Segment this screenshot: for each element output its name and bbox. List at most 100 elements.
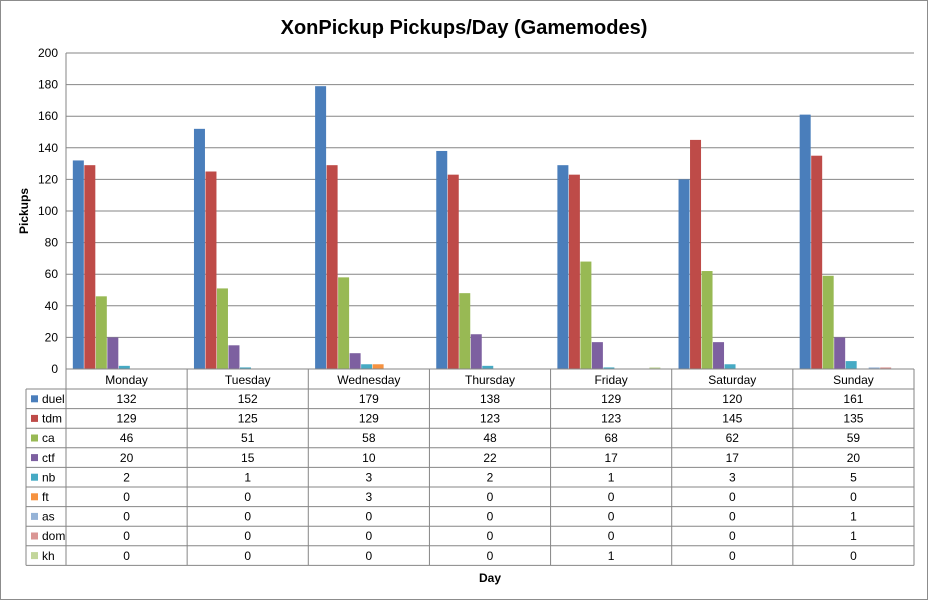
- legend-label-ca: ca: [42, 431, 55, 445]
- bar-tdm-saturday: [690, 139, 702, 369]
- bar-nb-saturday: [724, 364, 736, 369]
- bar-duel-friday: [557, 165, 569, 369]
- data-label: 10: [362, 451, 376, 465]
- x-tick-label: Wednesday: [337, 373, 400, 387]
- data-label: 1: [608, 470, 615, 484]
- bar-duel-sunday: [799, 114, 811, 370]
- data-label: 0: [487, 510, 494, 524]
- data-label: 20: [120, 451, 134, 465]
- legend-label-nb: nb: [42, 470, 56, 484]
- data-label: 0: [608, 490, 615, 504]
- bar-kh-friday: [649, 367, 661, 369]
- y-tick-label: 40: [45, 299, 59, 313]
- data-label: 58: [362, 431, 376, 445]
- y-tick-label: 200: [38, 46, 58, 60]
- bar-nb-tuesday: [239, 367, 251, 369]
- data-label: 123: [480, 412, 500, 426]
- data-label: 0: [244, 529, 251, 543]
- data-label: 0: [244, 510, 251, 524]
- legend-label-as: as: [42, 510, 55, 524]
- bar-ctf-saturday: [713, 342, 725, 369]
- data-label: 1: [608, 549, 615, 563]
- data-label: 1: [850, 529, 857, 543]
- data-label: 1: [850, 510, 857, 524]
- bar-ft-wednesday: [372, 364, 384, 369]
- data-label: 129: [359, 412, 379, 426]
- bar-ca-monday: [95, 296, 107, 369]
- data-label: 1: [244, 470, 251, 484]
- data-label: 51: [241, 431, 255, 445]
- x-tick-label: Saturday: [708, 373, 756, 387]
- data-table: Monday Tuesday Wednesday Thursday Friday Satu…: [25, 368, 915, 566]
- data-label: 0: [123, 529, 130, 543]
- x-tick-label: Tuesday: [225, 373, 271, 387]
- data-label: 161: [843, 392, 863, 406]
- data-label: 0: [850, 549, 857, 563]
- bar-ca-friday: [580, 261, 592, 369]
- data-label: 0: [123, 510, 130, 524]
- data-label: 2: [123, 470, 130, 484]
- bar-ctf-wednesday: [349, 353, 361, 369]
- data-label: 135: [843, 412, 863, 426]
- data-label: 5: [850, 470, 857, 484]
- y-tick-label: 160: [38, 109, 58, 123]
- data-label: 0: [123, 490, 130, 504]
- bars: [72, 86, 892, 370]
- data-label: 17: [726, 451, 740, 465]
- bar-nb-thursday: [482, 365, 494, 369]
- y-tick-label: 120: [38, 172, 58, 186]
- data-label: 2: [487, 470, 494, 484]
- data-label: 0: [729, 490, 736, 504]
- legend-key-dom: [31, 532, 38, 540]
- bar-ca-wednesday: [338, 277, 350, 369]
- bar-ctf-tuesday: [228, 345, 240, 369]
- bar-tdm-tuesday: [205, 171, 217, 369]
- data-label: 20: [847, 451, 861, 465]
- legend-key-as: [31, 512, 38, 520]
- data-label: 0: [850, 490, 857, 504]
- data-label: 123: [601, 412, 621, 426]
- data-label: 0: [729, 510, 736, 524]
- legend-key-nb: [31, 473, 38, 481]
- bar-nb-friday: [603, 367, 615, 369]
- data-label: 59: [847, 431, 861, 445]
- y-tick-label: 140: [38, 141, 58, 155]
- data-label: 15: [241, 451, 255, 465]
- data-label: 0: [366, 549, 373, 563]
- legend-label-dom: dom: [42, 529, 65, 543]
- bar-ctf-friday: [591, 342, 603, 369]
- bar-ctf-sunday: [834, 337, 846, 369]
- bar-duel-wednesday: [315, 86, 327, 370]
- data-label: 145: [722, 412, 742, 426]
- legend-key-ca: [31, 434, 38, 442]
- x-axis-title: Day: [479, 571, 501, 585]
- data-label: 22: [483, 451, 497, 465]
- bar-duel-saturday: [678, 179, 690, 369]
- data-label: 0: [244, 549, 251, 563]
- data-label: 0: [487, 490, 494, 504]
- data-label: 17: [604, 451, 618, 465]
- x-tick-label: Sunday: [833, 373, 874, 387]
- bar-ctf-monday: [107, 337, 119, 369]
- x-tick-label: Thursday: [465, 373, 515, 387]
- y-tick-label: 60: [45, 267, 59, 281]
- data-label: 0: [487, 549, 494, 563]
- data-label: 46: [120, 431, 134, 445]
- bar-as-sunday: [868, 367, 880, 369]
- legend-label-ctf: ctf: [42, 451, 55, 465]
- legend-key-ctf: [31, 454, 38, 462]
- data-label: 0: [608, 529, 615, 543]
- y-tick-label: 180: [38, 78, 58, 92]
- y-axis-title: Pickups: [17, 188, 31, 234]
- data-label: 3: [366, 470, 373, 484]
- data-label: 120: [722, 392, 742, 406]
- bar-ca-thursday: [459, 293, 471, 369]
- data-label: 3: [729, 470, 736, 484]
- bar-nb-sunday: [845, 361, 857, 369]
- y-tick-label: 80: [45, 236, 59, 250]
- data-label: 125: [238, 412, 258, 426]
- chart-title: XonPickup Pickups/Day (Gamemodes): [281, 17, 648, 39]
- x-tick-label: Monday: [105, 373, 148, 387]
- data-label: 0: [729, 529, 736, 543]
